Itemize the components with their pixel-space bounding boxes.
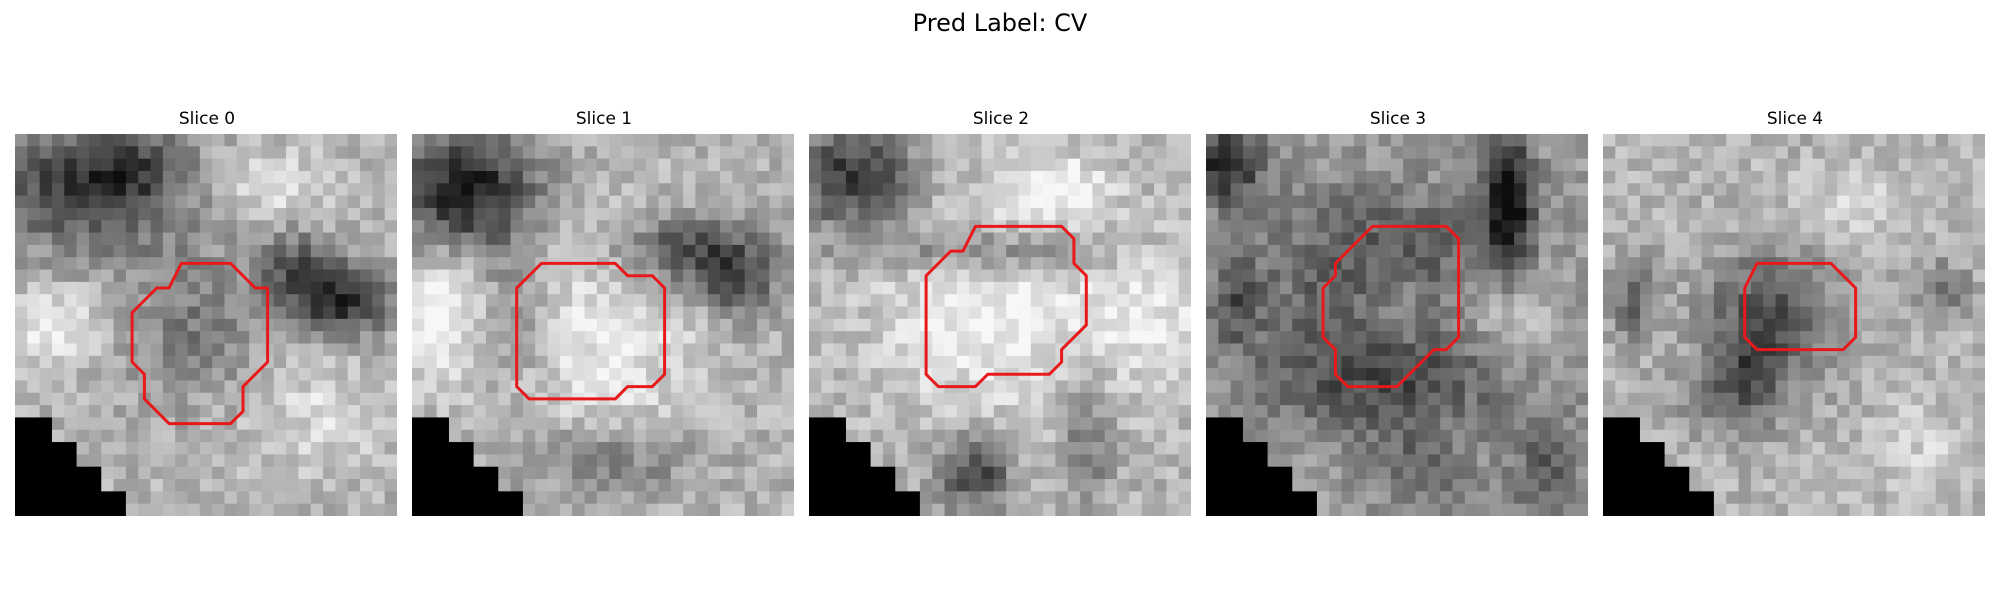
slice-title-2: Slice 2 — [972, 109, 1030, 129]
slice-title-1: Slice 1 — [575, 109, 633, 129]
slice-panel-4: Slice 4 — [1603, 108, 1987, 516]
figure-title: Pred Label: CV — [912, 9, 1088, 37]
slice-panel-2: Slice 2 — [809, 108, 1193, 516]
slice-panel-1: Slice 1 — [412, 108, 796, 516]
slice-title-0: Slice 0 — [178, 109, 236, 129]
slice-panel-3: Slice 3 — [1206, 108, 1590, 516]
slice-image-1 — [412, 134, 794, 516]
slice-image-2 — [809, 134, 1191, 516]
slice-image-4 — [1603, 134, 1985, 516]
slice-panel-0: Slice 0 — [15, 108, 399, 516]
slice-title-4: Slice 4 — [1766, 109, 1824, 129]
segmentation-contour — [515, 261, 667, 401]
segmentation-contour — [924, 224, 1088, 389]
slice-title-3: Slice 3 — [1369, 109, 1427, 129]
segmentation-contour — [1321, 224, 1461, 389]
segmentation-contour — [130, 261, 270, 426]
slice-image-0 — [15, 134, 397, 516]
slice-image-3 — [1206, 134, 1588, 516]
segmentation-contour — [1743, 261, 1858, 352]
